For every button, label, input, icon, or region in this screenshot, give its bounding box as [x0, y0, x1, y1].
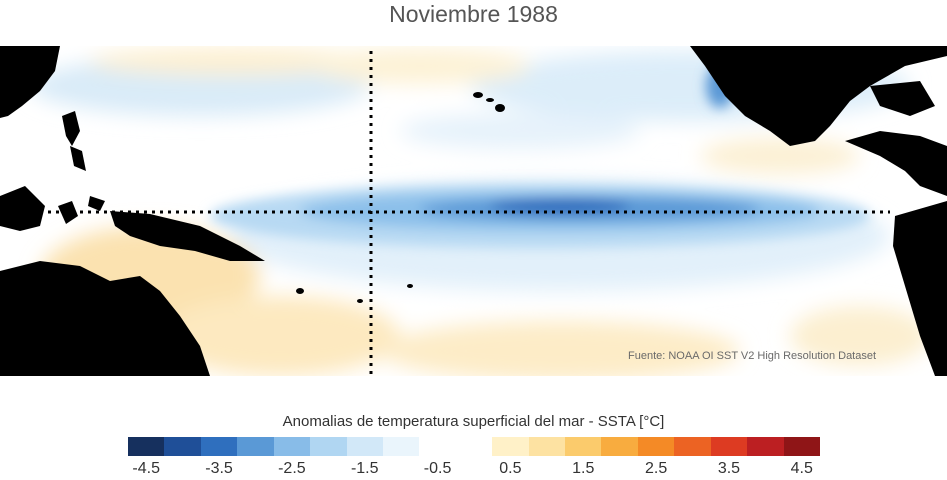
- colorbar-ticks: -4.5 -3.5 -2.5 -1.5 -0.5 0.5 1.5 2.5 3.5 4.5: [0, 460, 947, 480]
- colorbar-tick-label: -0.5: [423, 460, 452, 477]
- colorbar-cell: [747, 437, 784, 456]
- colorbar-tick-label: 4.5: [790, 460, 813, 477]
- colorbar-cell: [164, 437, 201, 456]
- source-note: Fuente: NOAA OI SST V2 High Resolution D…: [628, 350, 877, 362]
- colorbar-cell: [237, 437, 274, 456]
- colorbar-cell: [783, 437, 821, 456]
- colorbar: [128, 437, 821, 456]
- colorbar-cell: [528, 437, 566, 456]
- colorbar-tick-label: -4.5: [132, 460, 160, 477]
- colorbar-cell: [710, 437, 748, 456]
- ssta-map: [0, 46, 947, 376]
- colorbar-cell: [128, 437, 165, 456]
- colorbar-tick-label: 0.5: [499, 460, 522, 477]
- colorbar-cell: [200, 437, 238, 456]
- colorbar-cell: [382, 437, 420, 456]
- colorbar-tick-label: -3.5: [205, 460, 233, 477]
- colorbar-cell: [674, 437, 711, 456]
- land-masses: [0, 46, 947, 376]
- colorbar-tick-label: 2.5: [644, 460, 668, 477]
- colorbar-title: Anomalias de temperatura superficial del…: [282, 413, 665, 430]
- colorbar-cell: [310, 437, 347, 456]
- colorbar-cell: [419, 437, 456, 456]
- colorbar-tick-label: 1.5: [572, 460, 595, 477]
- colorbar-cell: [346, 437, 383, 456]
- map-title: Noviembre 1988: [389, 1, 558, 27]
- colorbar-cell: [601, 437, 638, 456]
- colorbar-cell: [565, 437, 602, 456]
- colorbar-tick-label: 3.5: [717, 460, 741, 477]
- colorbar-cell: [273, 437, 311, 456]
- colorbar-cell: [637, 437, 675, 456]
- colorbar-tick-label: -1.5: [350, 460, 379, 477]
- colorbar-tick-label: -2.5: [278, 460, 306, 477]
- colorbar-cell: [455, 437, 493, 456]
- colorbar-cell: [492, 437, 529, 456]
